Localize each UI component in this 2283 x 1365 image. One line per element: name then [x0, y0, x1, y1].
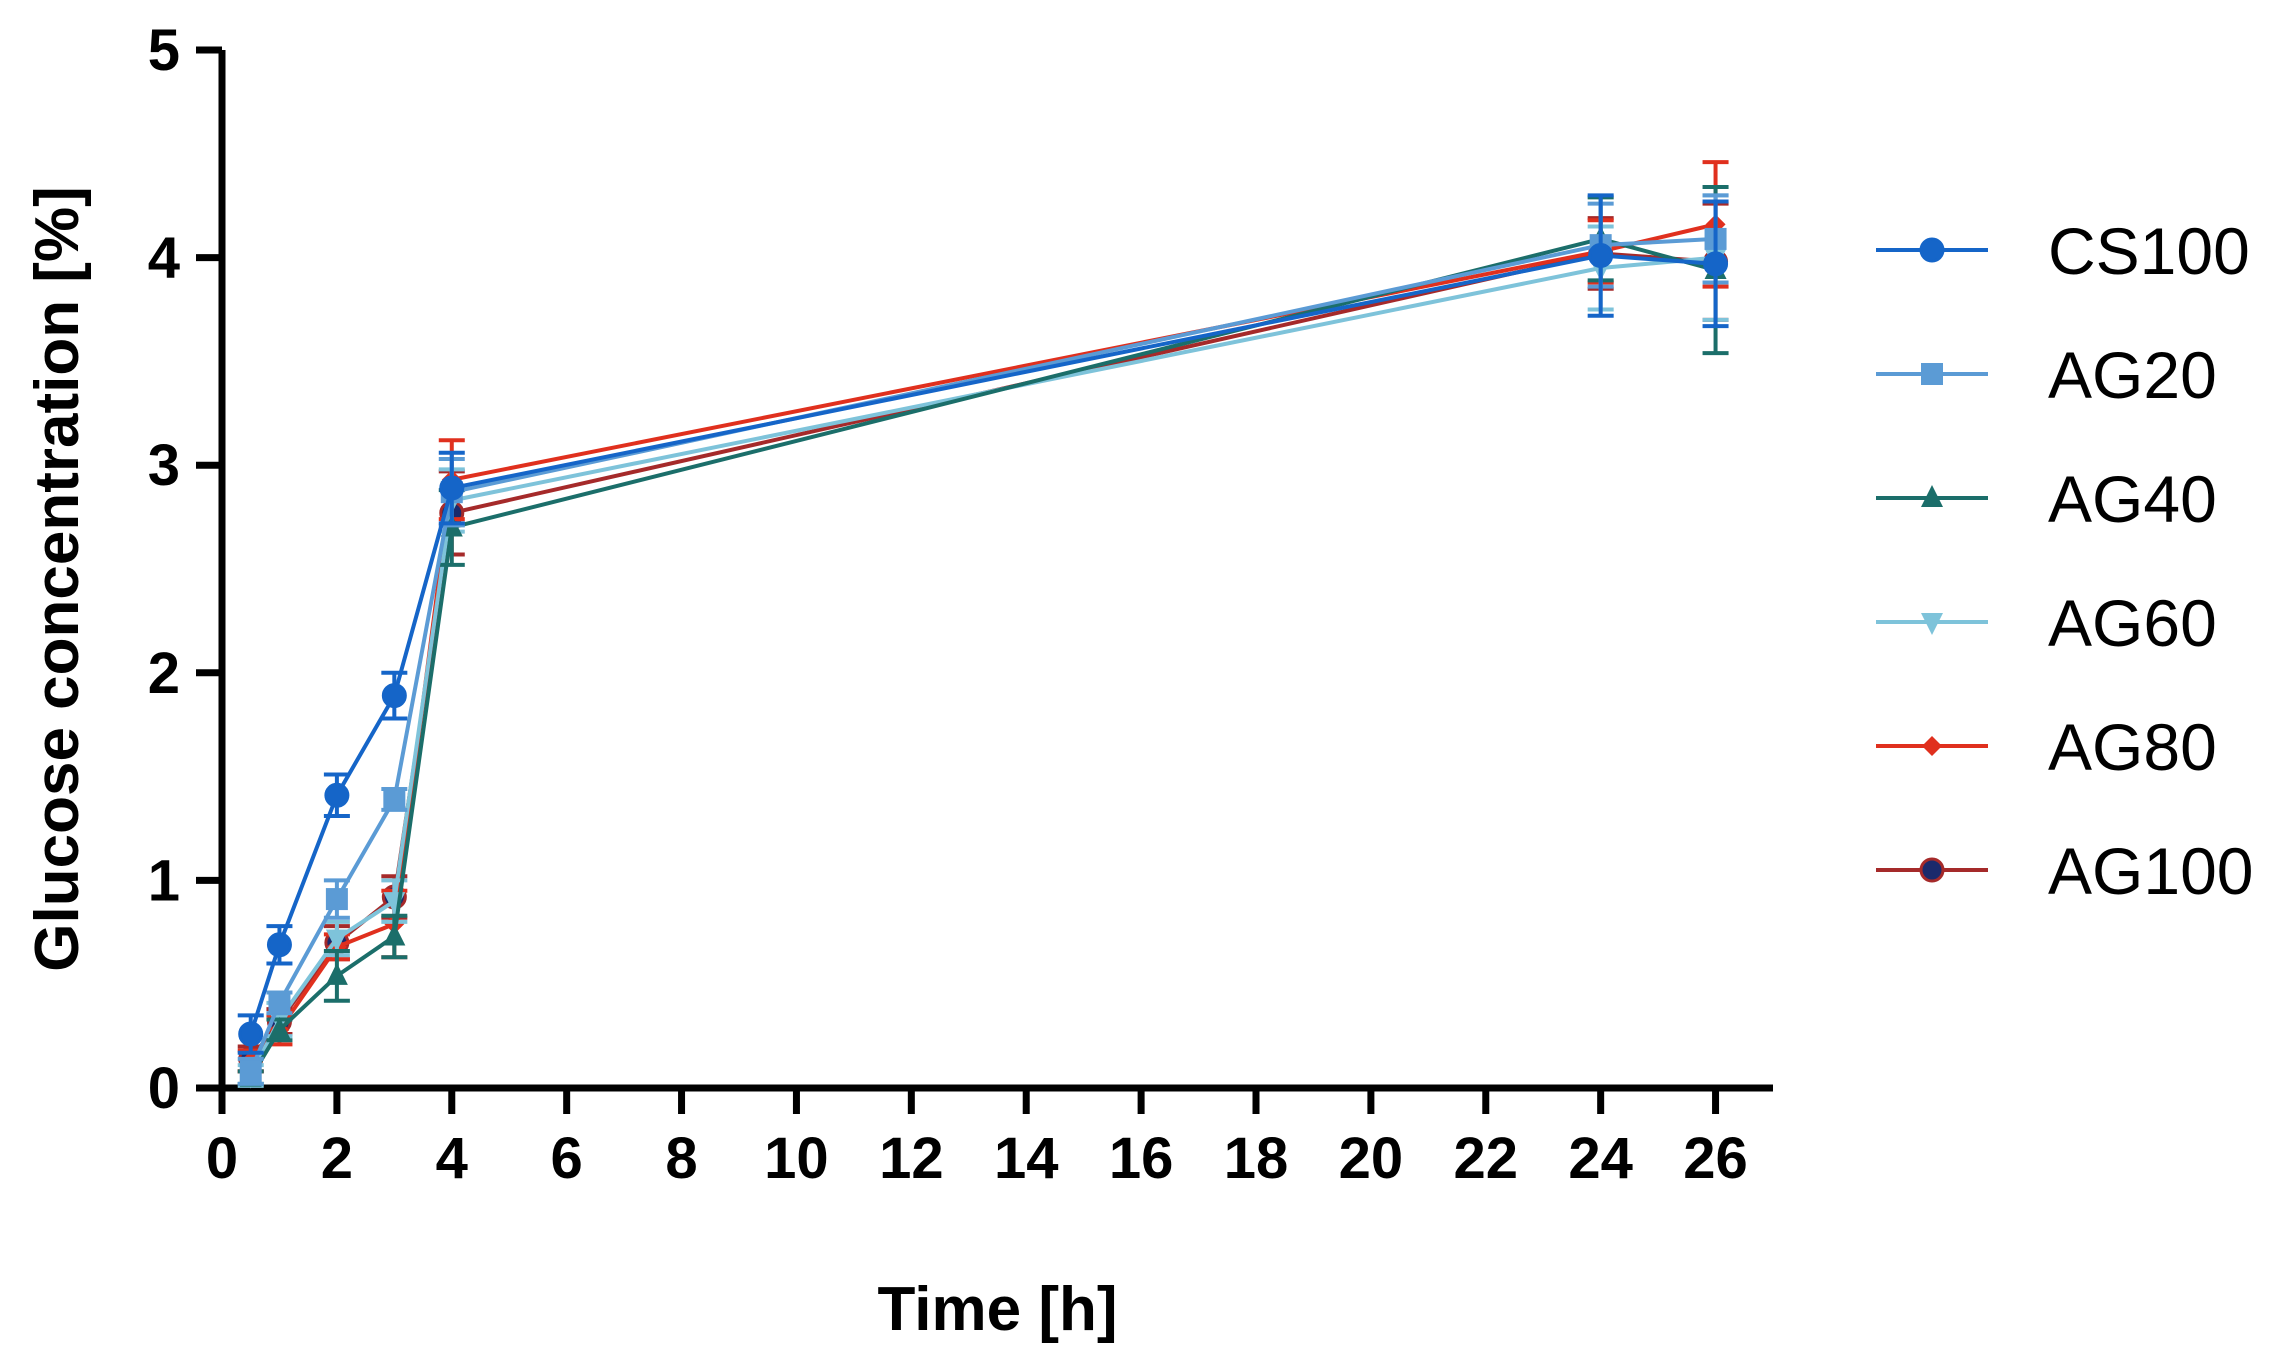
legend-item-ag80: AG80 [1876, 710, 2217, 784]
ag40-point [325, 962, 348, 985]
legend-label-ag80: AG80 [2048, 710, 2217, 784]
y-tick-label: 0 [148, 1056, 180, 1121]
ag20-point [239, 1060, 262, 1083]
legend-marker-ag60 [1921, 613, 1943, 635]
x-tick-label: 24 [1568, 1126, 1633, 1191]
y-tick-label: 3 [148, 433, 180, 498]
series-ag100 [237, 201, 1729, 1074]
x-tick-label: 6 [551, 1126, 583, 1191]
ag40-line [249, 236, 1717, 1079]
legend-item-ag20: AG20 [1876, 338, 2217, 412]
legend-item-cs100: CS100 [1876, 214, 2250, 288]
x-tick-label: 14 [994, 1126, 1059, 1191]
legend-marker-cs100 [1919, 237, 1945, 263]
x-tick-label: 2 [321, 1126, 353, 1191]
cs100-point [324, 782, 350, 808]
x-tick-label: 22 [1454, 1126, 1519, 1191]
cs100-point [238, 1021, 264, 1047]
x-tick-label: 20 [1339, 1126, 1404, 1191]
x-tick-label: 26 [1683, 1126, 1748, 1191]
legend-label-ag60: AG60 [2048, 586, 2217, 660]
legend-marker-ag40 [1921, 485, 1943, 507]
x-axis-title: Time [h] [878, 1275, 1118, 1344]
cs100-point [266, 932, 292, 958]
legend-label-ag100: AG100 [2048, 834, 2253, 908]
x-tick-label: 16 [1109, 1126, 1174, 1191]
series-layer [237, 160, 1729, 1089]
x-tick-label: 10 [764, 1126, 829, 1191]
series-ag40 [237, 185, 1729, 1087]
legend-label-ag20: AG20 [2048, 338, 2217, 412]
legend-item-ag60: AG60 [1876, 586, 2217, 660]
y-tick-label: 2 [148, 641, 180, 706]
axes [218, 50, 1773, 1092]
cs100-point [1703, 251, 1729, 277]
legend-item-ag100: AG100 [1876, 834, 2253, 908]
legend: CS100 AG20 AG40 AG60 AG80 AG100 [1876, 214, 2253, 908]
ag60-point [325, 929, 348, 952]
legend-marker-ag100 [1919, 857, 1945, 883]
legend-marker-ag20 [1921, 363, 1943, 385]
series-ag20 [237, 193, 1729, 1086]
ag20-point [268, 991, 291, 1014]
y-axis-title: Glucose concentration [%] [23, 186, 92, 971]
y-tick-label: 4 [148, 226, 180, 291]
y-tick-label: 1 [148, 848, 180, 913]
ag40-point [383, 923, 406, 946]
x-tick-label: 18 [1224, 1126, 1289, 1191]
legend-label-ag40: AG40 [2048, 462, 2217, 536]
y-tick-label: 5 [148, 18, 180, 83]
series-cs100 [237, 193, 1729, 1055]
y-ticks: 0 1 2 3 4 5 [148, 18, 222, 1121]
x-tick-label: 4 [436, 1126, 468, 1191]
ag80-line [249, 222, 1717, 1063]
cs100-point [439, 475, 465, 501]
ag20-line [248, 236, 1716, 1073]
legend-item-ag40: AG40 [1876, 462, 2217, 536]
legend-marker-ag80 [1922, 736, 1942, 756]
x-tick-label: 8 [665, 1126, 697, 1191]
x-tick-label: 12 [879, 1126, 944, 1191]
cs100-point [381, 683, 407, 709]
ag20-point [383, 788, 406, 811]
x-ticks: 0 2 4 6 8 10 12 14 16 18 20 22 24 26 [206, 1088, 1748, 1191]
x-tick-label: 0 [206, 1126, 238, 1191]
ag40-point [268, 1016, 291, 1039]
series-ag80 [237, 160, 1729, 1074]
cs100-point [1588, 243, 1614, 269]
legend-label-cs100: CS100 [2048, 214, 2250, 288]
ag20-point [325, 888, 348, 911]
series-ag60 [237, 193, 1729, 1089]
